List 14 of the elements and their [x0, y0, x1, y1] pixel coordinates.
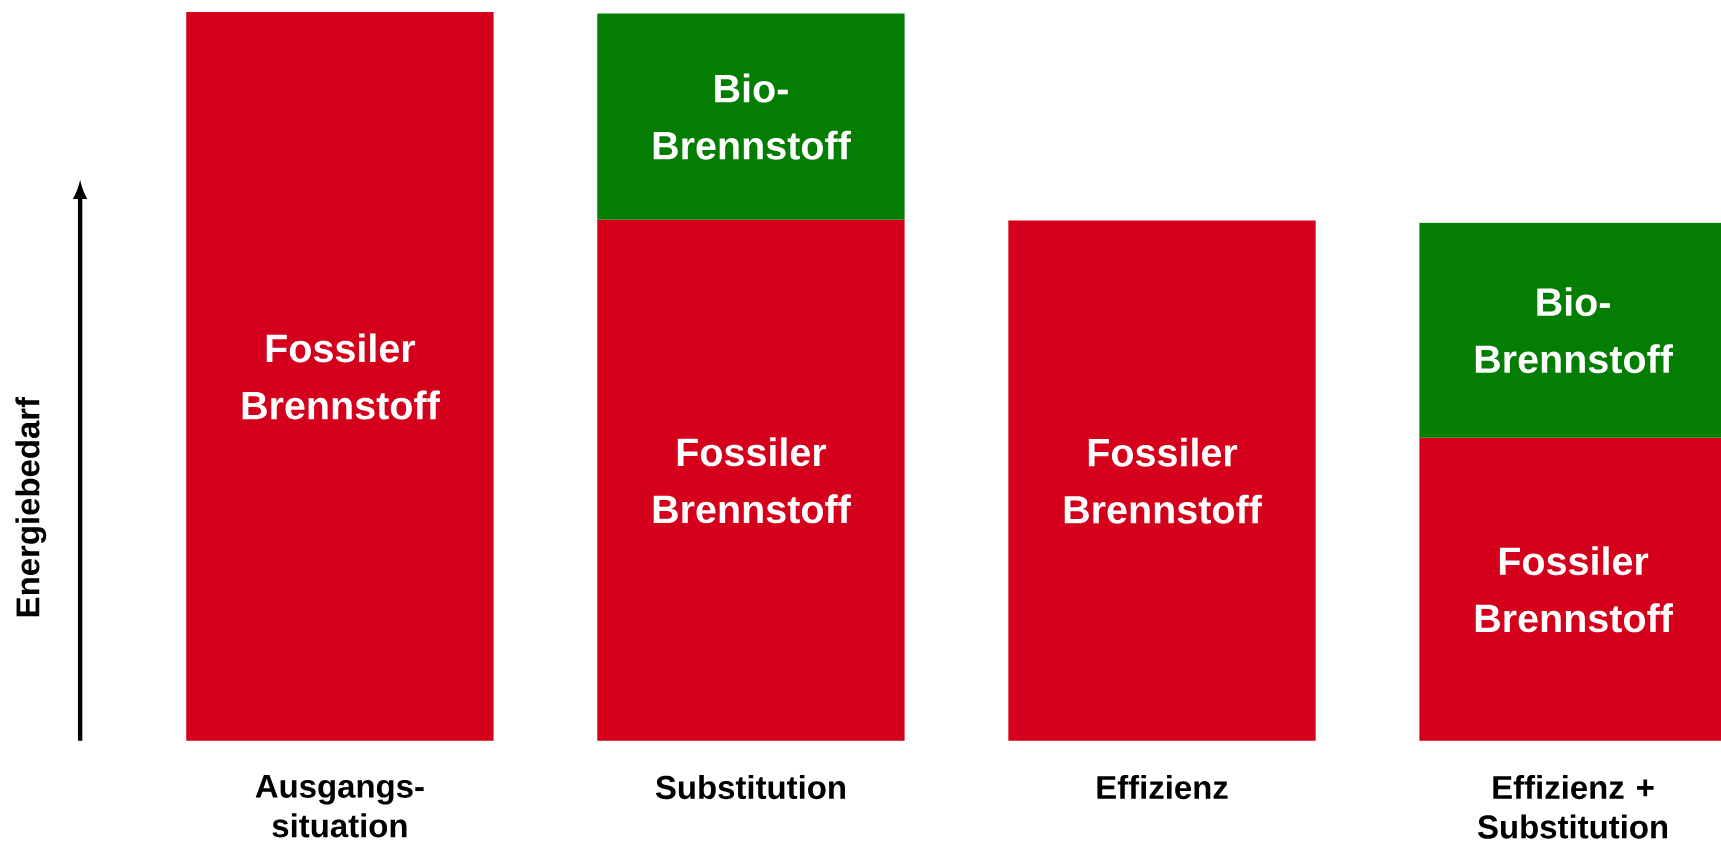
- text: Bio-Brennstoff: [1475, 287, 1674, 374]
- bar: [186, 12, 494, 741]
- series-label: Fossiler Brennstoff: [653, 437, 851, 524]
- x-tick-label: Effizienz: [1097, 775, 1228, 800]
- x-tick-label: Effizienz + Substitution: [1477, 775, 1668, 839]
- series-label: Bio-Brennstoff: [653, 73, 851, 160]
- y-axis-title: Energiebedarf: [15, 396, 47, 617]
- x-tick-label: Substitution: [655, 775, 845, 800]
- bar: [597, 219, 905, 741]
- bar: [1008, 220, 1316, 741]
- text: Fossiler Brennstoff: [1475, 546, 1674, 633]
- text: Fossiler Brennstoff: [242, 333, 440, 420]
- text: Fossiler Brennstoff: [1064, 437, 1262, 524]
- x-tick-label: Ausgangs-situation: [255, 775, 424, 838]
